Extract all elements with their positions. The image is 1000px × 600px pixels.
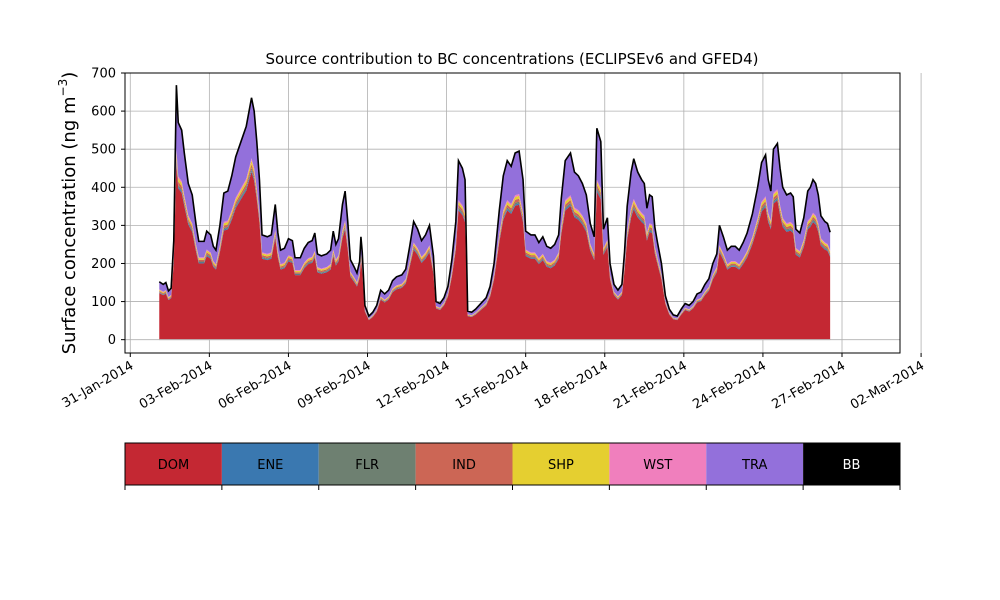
legend-label-shp: SHP [548,458,574,473]
chart-title: Source contribution to BC concentrations… [265,50,758,68]
legend-label-ene: ENE [257,458,283,473]
legend-swatch-wst [609,443,707,485]
y-tick-label: 500 [91,143,116,158]
x-tick-label: 03-Feb-2014 [137,358,216,412]
x-tick-label: 02-Mar-2014 [848,358,927,412]
legend-swatch-dom [125,443,222,485]
x-tick-label: 15-Feb-2014 [453,358,532,412]
line-bb-total [158,85,831,318]
x-tick-label: 21-Feb-2014 [611,358,690,412]
x-tick-label: 06-Feb-2014 [216,358,295,412]
y-axis-label-exponent: −3 [56,79,70,97]
legend-swatch-flr [318,443,416,485]
y-tick-label: 400 [91,181,116,196]
x-tick-label: 18-Feb-2014 [532,358,611,412]
y-tick-label: 200 [91,257,116,272]
legend: DOM ENE FLR IND SHP WST TRA BB [124,442,901,490]
legend-swatch-ind [415,443,513,485]
x-tick-label: 31-Jan-2014 [60,358,137,411]
plot-frame [124,72,901,354]
legend-label-tra: TRA [741,458,767,473]
y-axis-label-close: ) [59,72,80,79]
legend-swatch-ene [221,443,319,485]
area-dom [159,162,831,340]
y-tick-label: 300 [91,219,116,234]
legend-label-ind: IND [452,458,476,473]
legend-label-wst: WST [643,458,672,473]
legend-swatch-shp [512,443,610,485]
y-tick-label: 100 [91,295,116,310]
y-axis-label: Surface concentration (ng m−3) [56,72,80,355]
y-tick-label: 0 [108,333,116,348]
y-axis-label-main: Surface concentration (ng m [59,96,80,354]
stacked-areas [158,85,831,341]
legend-label-dom: DOM [158,458,189,473]
legend-label-flr: FLR [355,458,379,473]
area-tra [159,85,831,319]
legend-label-bb: BB [843,458,861,473]
x-tick-label: 24-Feb-2014 [690,358,769,412]
legend-swatch-bb [803,443,900,485]
y-tick-label: 600 [91,105,116,120]
x-tick-label: 12-Feb-2014 [374,358,453,412]
y-tick-label: 700 [91,67,116,82]
x-tick-label: 09-Feb-2014 [295,358,374,412]
legend-swatch-tra [706,443,804,485]
x-tick-label: 27-Feb-2014 [769,358,848,412]
